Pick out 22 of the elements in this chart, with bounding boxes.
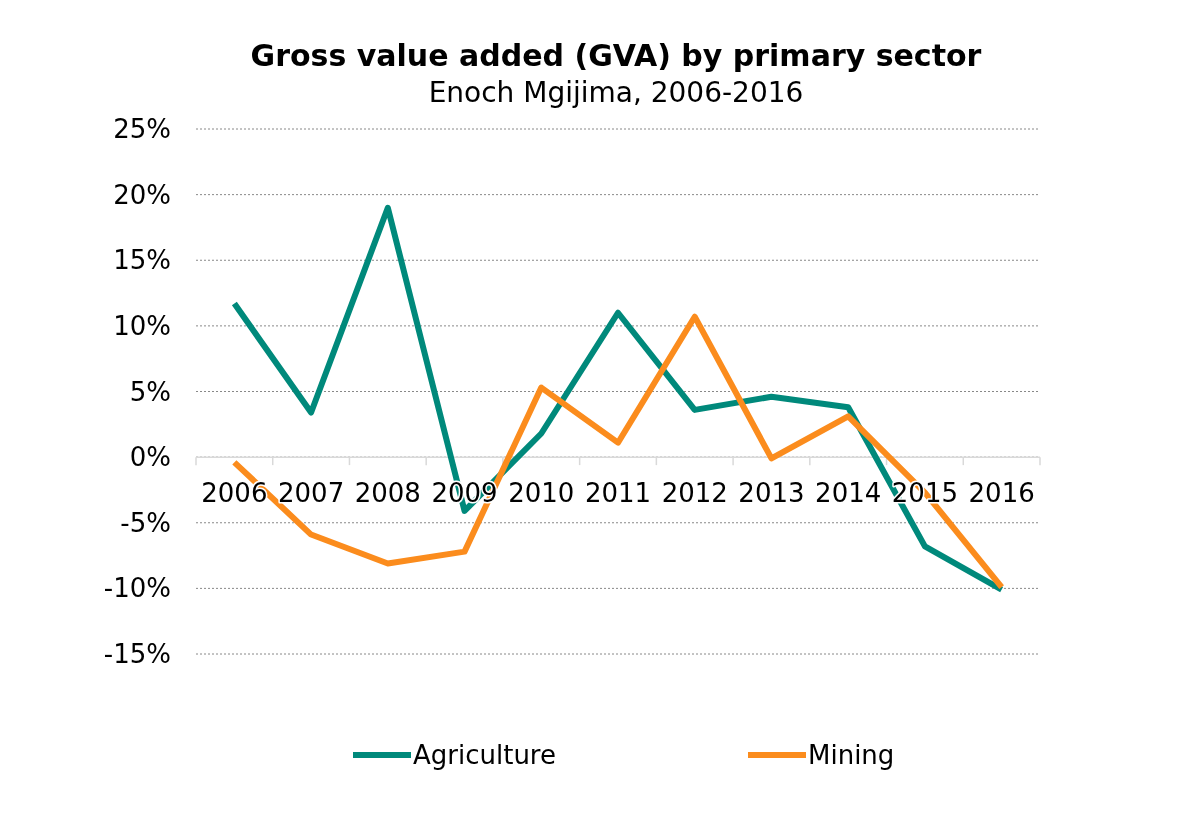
y-tick-label: -5%: [120, 507, 171, 538]
y-tick-label: 5%: [129, 376, 171, 407]
x-tick-label: 2006: [201, 478, 268, 509]
y-tick-label: 10%: [113, 310, 171, 341]
y-tick-label: 15%: [113, 245, 171, 276]
x-tick-label: 2014: [815, 478, 882, 509]
y-tick-label: -10%: [103, 573, 171, 604]
x-tick-label: 2012: [661, 478, 728, 509]
x-tick-label: 2011: [584, 478, 652, 509]
x-tick-label: 2013: [738, 478, 805, 509]
x-tick-label: 2007: [278, 478, 345, 509]
x-tick-label: 2016: [968, 478, 1035, 509]
x-tick-label: 2008: [354, 478, 421, 509]
y-tick-label: 0%: [129, 442, 171, 473]
chart-title: Gross value added (GVA) by primary sector: [250, 38, 982, 73]
legend-label: Mining: [808, 740, 895, 771]
legend-label: Agriculture: [413, 740, 556, 771]
chart-subtitle: Enoch Mgijima, 2006-2016: [428, 76, 804, 109]
y-tick-label: 20%: [113, 179, 171, 210]
y-tick-label: -15%: [103, 639, 171, 670]
x-tick-label: 2010: [508, 478, 575, 509]
y-tick-label: 25%: [113, 114, 171, 145]
